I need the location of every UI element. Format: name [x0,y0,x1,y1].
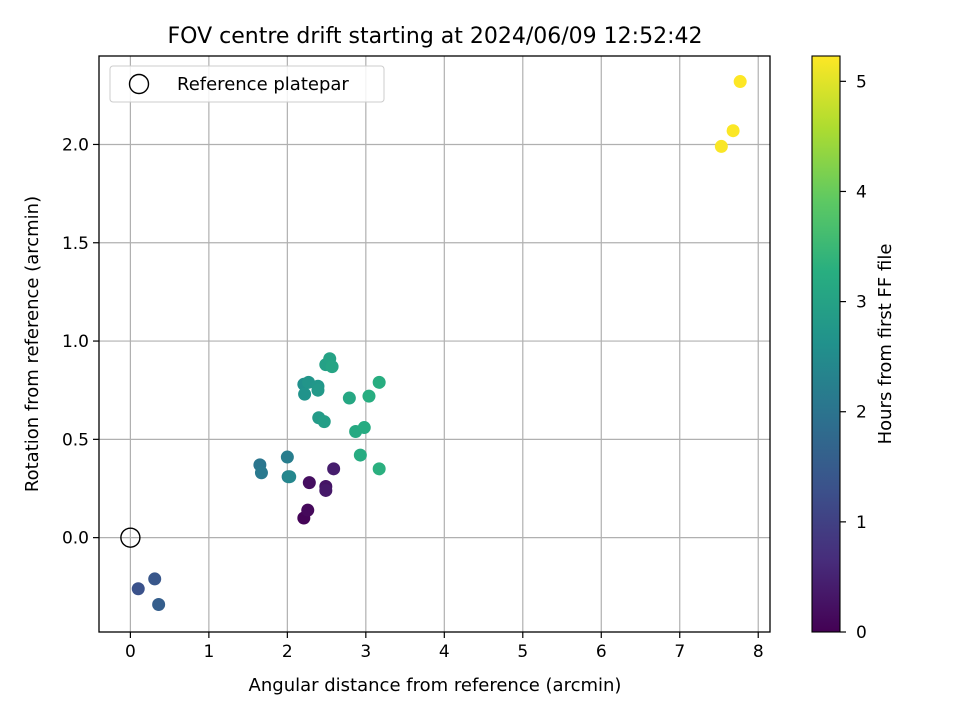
x-tick-label: 8 [753,642,764,662]
data-points [131,75,747,611]
reference-platepar-marker [120,527,141,548]
data-point [283,470,297,484]
data-point [319,483,333,497]
data-point [353,448,367,462]
x-axis-ticks: 0 1 2 3 4 5 6 7 8 [125,632,764,662]
legend-open-circle-marker [128,73,150,95]
x-axis-label: Angular distance from reference (arcmin) [249,675,622,696]
colorbar-tick-label: 0 [856,623,867,643]
data-point [325,360,339,374]
data-point [372,375,386,389]
data-point [317,415,331,429]
x-tick-label: 3 [360,642,371,662]
legend: Reference platepar [109,65,385,103]
data-point [362,389,376,403]
legend-entry-label: Reference platepar [177,74,349,95]
data-point [280,450,294,464]
data-point [357,421,371,435]
y-tick-label: 1.5 [62,234,89,254]
colorbar: 0 1 2 3 4 5 Hours from first FF file [811,55,896,643]
data-point [714,139,728,153]
colorbar-gradient [811,55,841,633]
y-tick-label: 0.5 [62,430,89,450]
data-point [733,75,747,89]
data-point [131,582,145,596]
colorbar-tick-label: 3 [856,293,867,313]
colorbar-tick-label: 4 [856,182,867,202]
data-point [254,466,268,480]
x-tick-label: 2 [282,642,293,662]
data-point [327,462,341,476]
colorbar-tick-label: 1 [856,513,867,533]
x-tick-label: 7 [674,642,685,662]
x-tick-label: 1 [203,642,214,662]
y-tick-label: 2.0 [62,135,89,155]
plot-frame [98,55,771,633]
y-tick-label: 1.0 [62,332,89,352]
grid [99,56,770,632]
colorbar-tick-label: 5 [856,72,867,92]
data-point [298,387,312,401]
x-tick-label: 4 [439,642,450,662]
x-tick-label: 6 [596,642,607,662]
reference-marker [120,527,141,548]
y-tick-label: 0.0 [62,529,89,549]
legend-box [109,65,385,103]
data-point [301,503,315,517]
data-point [152,597,166,611]
data-point [342,391,356,405]
colorbar-ticks: 0 1 2 3 4 5 [840,72,867,643]
y-axis-label: Rotation from reference (arcmin) [22,196,43,492]
colorbar-tick-label: 2 [856,403,867,423]
data-point [148,572,162,586]
x-tick-label: 0 [125,642,136,662]
y-axis-ticks: 0.0 0.5 1.0 1.5 2.0 [62,135,99,549]
data-point [726,124,740,138]
chart-title: FOV centre drift starting at 2024/06/09 … [168,24,703,49]
colorbar-label: Hours from first FF file [875,244,896,445]
data-point [372,462,386,476]
data-point [311,383,325,397]
x-tick-label: 5 [517,642,528,662]
data-point [302,476,316,490]
